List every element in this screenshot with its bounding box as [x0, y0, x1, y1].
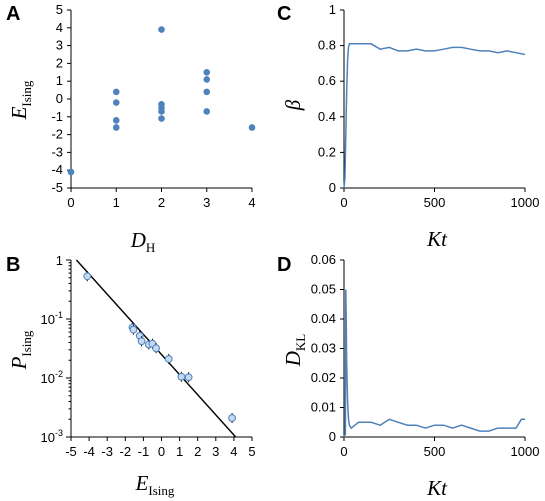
- panel-b-x-tick-label: -2: [120, 444, 132, 459]
- panel-b-data-point: [129, 325, 138, 334]
- panel-d-x-tick-label: 1000: [511, 444, 540, 459]
- panel-a-y-tick-label: 3: [56, 38, 63, 53]
- panel-letter-a: A: [6, 3, 20, 25]
- panel-b-y-tick-label: 10-2: [41, 369, 63, 386]
- panel-a-y-tick-label: 4: [56, 20, 63, 35]
- panel-a-y-tick-label: -3: [51, 144, 63, 159]
- panel-a-data-point: [112, 124, 120, 131]
- panel-a-x-tick-label: 2: [158, 195, 165, 210]
- panel-a-data-point: [112, 88, 120, 96]
- panel-d-ylabel: DKL: [281, 334, 308, 368]
- panel-a-data-point: [248, 124, 256, 131]
- panel-c-y-tick-label: 0.4: [318, 109, 336, 124]
- panel-d-y-tick-label: 0: [329, 429, 336, 444]
- panel-c-x-tick-label: 0: [340, 195, 347, 210]
- panel-a-y-tick-label: 1: [56, 73, 63, 88]
- panel-b-data-point: [83, 272, 92, 281]
- panel-b-ylabel: PIsing: [7, 330, 34, 370]
- panel-a-y-tick-label: -2: [51, 127, 63, 142]
- panel-a-y-tick-label: -5: [51, 180, 63, 195]
- panel-d-y-tick-label: 0.02: [311, 370, 336, 385]
- panel-a-data-point: [158, 108, 165, 115]
- panel-c-y-tick-label: 0: [329, 180, 336, 195]
- panel-c-xlabel: Kt: [426, 227, 448, 251]
- panel-c-ylabel: β: [281, 99, 305, 111]
- panel-a-y-tick-label: 0: [56, 91, 63, 106]
- panel-a-data-point: [158, 26, 165, 33]
- panel-a-data-point: [203, 108, 211, 115]
- panel-d-xlabel: Kt: [426, 476, 448, 500]
- panel-a-x-tick-label: 3: [203, 195, 210, 210]
- panel-c-y-tick-label: 0.6: [318, 73, 336, 88]
- panel-a-data-point: [158, 115, 165, 122]
- panel-b-y-tick-label: 10-3: [41, 428, 63, 445]
- panel-c-y-tick-label: 0.8: [318, 38, 336, 53]
- panel-d-y-tick-label: 0.01: [311, 400, 336, 415]
- panel-a-x-tick-label: 4: [248, 195, 255, 210]
- panel-c-y-tick-label: 1: [329, 2, 336, 17]
- panel-c-beta-line-plot: 0 0.2 0.4 0.6 0.8 1 0 500 1000: [318, 2, 540, 210]
- panel-b-data-point: [152, 344, 160, 353]
- panel-a-data-point: [112, 99, 120, 106]
- panel-a-scatter-plot: -5 -4 -3 -2 -1 0 1 2 3 4 5 0 1 2 3 4: [51, 2, 255, 210]
- panel-b-x-tick-label: 1: [176, 444, 183, 459]
- panel-d-y-tick-label: 0.03: [311, 341, 336, 356]
- panel-b-log-scatter-plot: 110-110-210-3-5 -4 -3 -2 -1 0 1 2 3 4 5: [41, 253, 256, 459]
- panel-b-x-tick-label: 0: [158, 444, 165, 459]
- panel-a-y-tick-label: 2: [56, 55, 63, 70]
- panel-b-x-tick-label: -4: [83, 444, 95, 459]
- panel-b-x-tick-label: -3: [101, 444, 113, 459]
- panel-b-x-tick-label: 4: [230, 444, 237, 459]
- panel-d-x-tick-label: 500: [424, 444, 446, 459]
- panel-c-x-tick-label: 500: [424, 195, 446, 210]
- panel-a-y-tick-label: -1: [51, 109, 63, 124]
- panel-b-x-tick-label: -1: [138, 444, 150, 459]
- panel-d-series-line: [343, 289, 525, 438]
- panel-a-x-tick-label: 1: [113, 195, 120, 210]
- panel-d-y-tick-label: 0.04: [311, 311, 336, 326]
- panel-b-x-tick-label: -5: [65, 444, 77, 459]
- panel-b-y-tick-label: 10-1: [41, 310, 63, 327]
- panel-a-data-point: [203, 76, 211, 83]
- panel-a-data-point: [203, 69, 211, 76]
- panel-d-y-tick-label: 0.06: [311, 252, 336, 267]
- panel-a-xlabel: DH: [130, 228, 156, 255]
- panel-b-xlabel: EIsing: [135, 471, 175, 498]
- panel-b-data-point: [177, 372, 186, 381]
- panel-c-y-tick-label: 0.2: [318, 144, 336, 159]
- panel-b-data-point: [137, 337, 146, 346]
- panel-a-data-point: [112, 117, 120, 124]
- panel-a-y-tick-label: -4: [51, 162, 63, 177]
- panel-a-y-tick-label: 5: [56, 2, 63, 17]
- panel-c-x-tick-label: 1000: [511, 195, 540, 210]
- panel-b-data-point: [164, 355, 173, 363]
- panel-a-ylabel: EIsing: [7, 80, 34, 120]
- panel-a-data-point: [203, 88, 211, 96]
- panel-b-y-tick-label: 1: [56, 253, 63, 268]
- panel-c-series-line: [343, 43, 526, 189]
- panel-letter-d: D: [277, 254, 291, 276]
- panel-a-x-tick-label: 0: [67, 195, 74, 210]
- panel-b-data-point: [184, 373, 193, 382]
- panel-b-x-tick-label: 3: [212, 444, 219, 459]
- panel-d-x-tick-label: 0: [340, 444, 347, 459]
- panel-d-dkl-line-plot: 0 0.01 0.02 0.03 0.04 0.05 0.06 0 500 1000: [311, 252, 540, 459]
- panel-a-data-point: [67, 168, 75, 176]
- panel-b-x-tick-label: 2: [194, 444, 201, 459]
- panel-b-data-point: [228, 414, 236, 422]
- panel-letter-c: C: [277, 3, 291, 25]
- panel-d-y-tick-label: 0.05: [311, 282, 336, 297]
- panel-b-x-tick-label: 5: [248, 444, 255, 459]
- panel-letter-b: B: [6, 254, 20, 276]
